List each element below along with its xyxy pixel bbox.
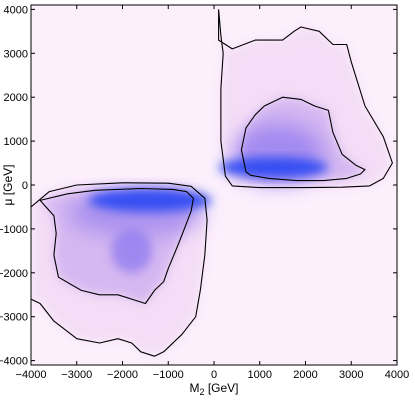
y-tick-label: 4000 (4, 4, 28, 16)
contour-upper-inner (240, 96, 366, 182)
density-layer (31, 9, 393, 357)
x-tick-label: 2000 (293, 369, 317, 381)
x-tick-label: 3000 (339, 369, 363, 381)
density-peak-lower-secondary (111, 228, 153, 273)
x-tick-label: 0 (211, 369, 217, 381)
y-axis-ticks: −4000 −3000 −2000 −1000 0 1000 2000 3000 4000 (0, 4, 397, 368)
x-tick-label: −1000 (153, 369, 184, 381)
density-peak-upper (218, 157, 329, 178)
contour-layer (31, 9, 393, 357)
x-axis-label-subscript: 2 (199, 387, 204, 397)
contour-lower-inner (39, 187, 194, 305)
y-tick-label: −2000 (0, 268, 28, 280)
y-tick-label: 1000 (4, 136, 28, 148)
x-axis-label-unit: [GeV] (205, 381, 239, 395)
contour-lower-outer (31, 182, 208, 357)
y-tick-label: 3000 (4, 48, 28, 60)
y-tick-label: 2000 (4, 92, 28, 104)
y-tick-label: 0 (22, 180, 28, 192)
x-tick-label: −2000 (107, 369, 138, 381)
contour-upper-outer (218, 9, 393, 189)
y-tick-label: −3000 (0, 312, 28, 324)
y-tick-label: −1000 (0, 224, 28, 236)
y-axis-label: μ [GeV] (1, 165, 15, 206)
x-tick-label: −3000 (61, 369, 92, 381)
x-axis-label: M2 [GeV] (189, 381, 238, 397)
x-tick-label: 1000 (248, 369, 272, 381)
density-peak-lower (88, 188, 212, 212)
x-tick-label: −4000 (16, 369, 47, 381)
x-tick-label: 4000 (385, 369, 409, 381)
x-axis-ticks: −4000 −3000 −2000 −1000 0 1000 2000 3000 4000 (16, 5, 409, 381)
y-tick-label: −4000 (0, 356, 28, 368)
